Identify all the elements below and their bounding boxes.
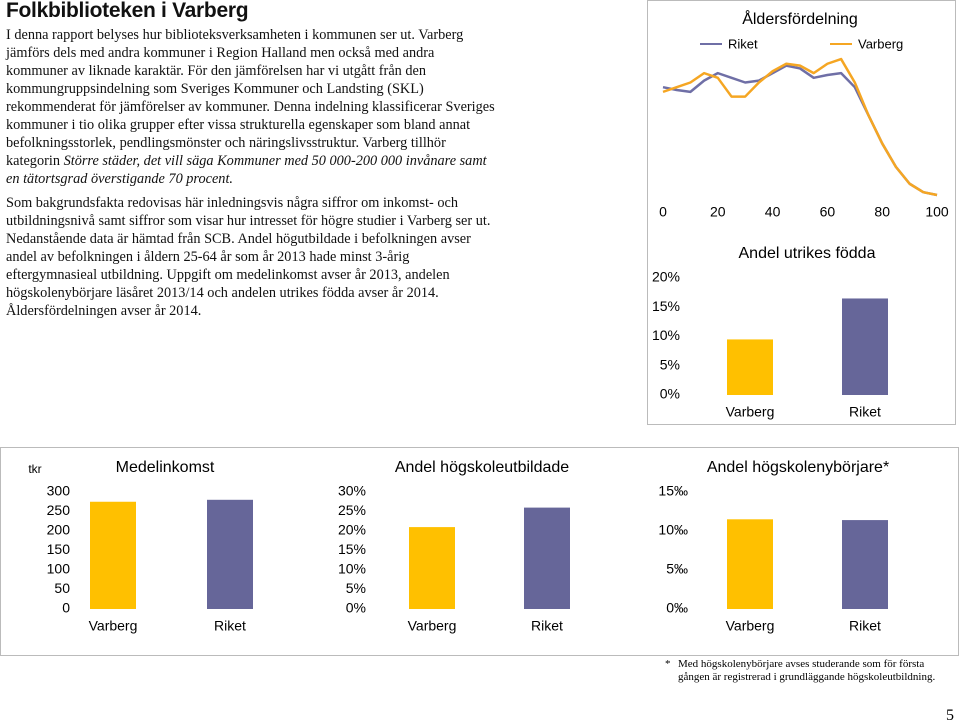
x-tick-label: 40 <box>765 204 781 220</box>
x-tick-label: 100 <box>925 204 949 220</box>
y-tick-label: 30% <box>338 483 366 499</box>
y-tick-label: 10% <box>652 327 680 343</box>
series-line <box>662 64 938 197</box>
footnote-marker: * <box>665 658 671 670</box>
y-tick-label: 5% <box>660 356 680 372</box>
x-tick-label: Riket <box>849 404 881 420</box>
y-tick-label: 20% <box>652 269 680 285</box>
bar <box>90 501 136 609</box>
x-tick-label: Riket <box>849 618 881 634</box>
y-tick-label: 25% <box>338 502 366 518</box>
x-tick-label: Riket <box>214 618 246 634</box>
x-tick-label: Varberg <box>726 618 775 634</box>
footnote: * Med högskolenybörjare avses studerande … <box>665 658 955 684</box>
paragraph: I denna rapport belyses hur biblioteksve… <box>6 26 498 188</box>
footnote-text: Med högskolenybörjare avses studerande s… <box>678 658 936 683</box>
y-tick-label: 150 <box>47 541 71 557</box>
chart-frame <box>647 0 956 425</box>
chart-title: Andel högskolenybörjare* <box>707 459 889 476</box>
x-tick-label: Varberg <box>726 404 775 420</box>
paragraph: Som bakgrundsfakta redovisas här inledni… <box>6 195 491 319</box>
legend-label: Riket <box>728 36 758 51</box>
x-tick-label: Varberg <box>89 618 138 634</box>
y-tick-label: 100 <box>47 561 71 577</box>
y-tick-label: 5‰ <box>666 561 688 577</box>
bar <box>524 507 570 609</box>
x-tick-label: Varberg <box>408 618 457 634</box>
x-tick-label: Riket <box>531 618 563 634</box>
bar <box>207 499 253 609</box>
emphasis: Större städer, det vill säga Kommuner me… <box>6 153 487 187</box>
page-title: Folkbiblioteken i Varberg <box>6 0 249 22</box>
chart-title: Åldersfördelning <box>742 9 858 28</box>
y-tick-label: 200 <box>47 522 71 538</box>
y-tick-label: 0% <box>346 600 366 616</box>
chart-title: Andel utrikes födda <box>739 245 876 262</box>
bar <box>727 519 773 609</box>
chart-frame <box>0 447 959 656</box>
y-tick-label: 250 <box>47 502 71 518</box>
y-axis-label: tkr <box>28 462 41 476</box>
y-tick-label: 0% <box>660 386 680 402</box>
x-tick-label: 20 <box>710 204 726 220</box>
y-tick-label: 20% <box>338 522 366 538</box>
chart-title: Andel högskoleutbildade <box>395 459 569 476</box>
y-tick-label: 15% <box>338 541 366 557</box>
chart-title: Medelinkomst <box>116 459 215 476</box>
text-column: Folkbiblioteken i Varberg I denna rappor… <box>6 0 498 326</box>
bar <box>842 298 888 395</box>
x-tick-label: 60 <box>820 204 836 220</box>
y-tick-label: 15% <box>652 298 680 314</box>
legend-label: Varberg <box>858 36 903 51</box>
bar <box>409 527 455 609</box>
page-number: 5 <box>946 707 954 724</box>
series-line <box>662 57 938 197</box>
paragraph-text: I denna rapport belyses hur biblioteksve… <box>6 27 495 169</box>
y-tick-label: 5% <box>346 580 366 596</box>
y-tick-label: 10% <box>338 561 366 577</box>
x-tick-label: 0 <box>659 204 667 220</box>
y-tick-label: 10‰ <box>658 522 688 538</box>
x-tick-label: 80 <box>874 204 890 220</box>
bar <box>842 520 888 609</box>
y-tick-label: 50 <box>54 580 70 596</box>
bar <box>727 339 773 395</box>
y-tick-label: 0 <box>62 600 70 616</box>
y-tick-label: 0‰ <box>666 600 688 616</box>
y-tick-label: 15‰ <box>658 483 688 499</box>
y-tick-label: 300 <box>47 483 71 499</box>
